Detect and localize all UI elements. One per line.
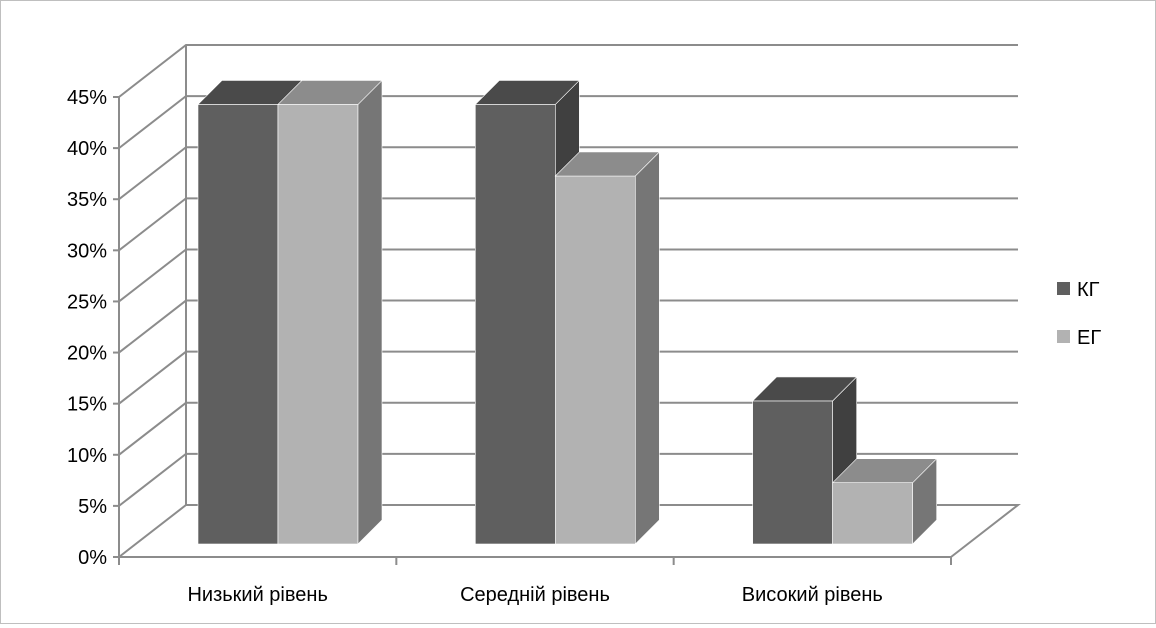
gridline bbox=[118, 197, 1018, 252]
bar-ег-top bbox=[554, 151, 661, 177]
bar-ег-front bbox=[555, 175, 636, 545]
bar-кг-front bbox=[752, 400, 833, 545]
gridline bbox=[118, 401, 1018, 456]
gridline bbox=[118, 299, 1018, 354]
x-category-label: Високий рівень bbox=[742, 584, 883, 606]
y-tick-label: 35% bbox=[67, 189, 107, 211]
bar-ег-front bbox=[832, 482, 913, 545]
y-tick-label: 45% bbox=[67, 87, 107, 109]
x-category-label: Середній рівень bbox=[460, 584, 610, 606]
gridline bbox=[118, 95, 1018, 149]
bar-ег-side bbox=[635, 151, 660, 545]
bar-ег-front bbox=[277, 104, 359, 545]
bar-ег-side bbox=[357, 79, 383, 545]
y-tick-label: 40% bbox=[67, 138, 107, 160]
legend-swatch-ег bbox=[1057, 330, 1070, 343]
y-tick-label: 15% bbox=[67, 394, 107, 416]
gridline bbox=[118, 248, 1018, 303]
bar-ег-top bbox=[277, 80, 383, 105]
gridline bbox=[118, 350, 1018, 405]
legend-label: ЕГ bbox=[1077, 327, 1101, 349]
y-tick-label: 20% bbox=[67, 343, 107, 365]
y-tick-label: 25% bbox=[67, 291, 107, 313]
legend-label: КГ bbox=[1077, 279, 1100, 301]
y-tick-label: 10% bbox=[67, 445, 107, 467]
bar-кг-front bbox=[197, 104, 279, 545]
legend-swatch-кг bbox=[1057, 282, 1070, 295]
x-category-label: Низький рівень bbox=[187, 584, 327, 606]
y-tick-label: 0% bbox=[78, 547, 107, 569]
gridline bbox=[118, 452, 1018, 507]
bar-кг-front bbox=[475, 104, 556, 545]
bar-ег-top bbox=[831, 458, 938, 483]
bar-кг-top bbox=[474, 80, 581, 105]
bar-кг-top bbox=[751, 376, 858, 402]
gridline bbox=[118, 44, 1018, 98]
y-tick-label: 5% bbox=[78, 496, 107, 518]
y-tick-label: 30% bbox=[67, 240, 107, 262]
gridline bbox=[118, 146, 1018, 201]
